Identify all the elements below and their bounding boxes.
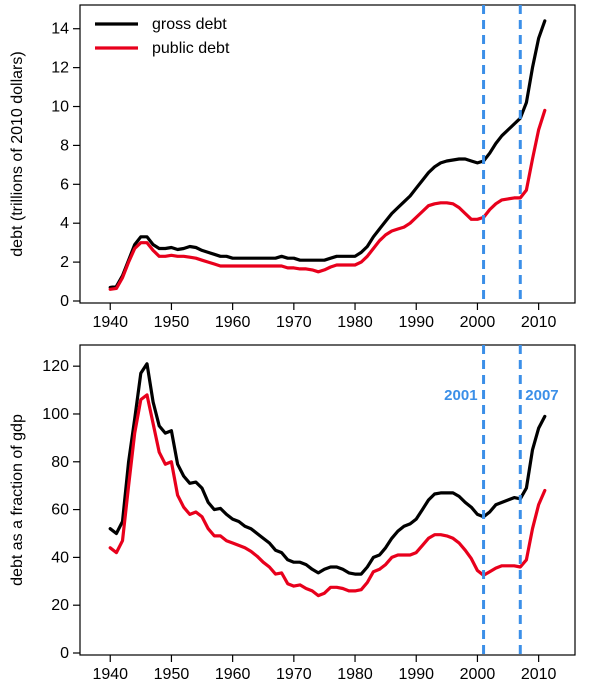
plot-frame xyxy=(79,344,576,656)
y-tick-label: 14 xyxy=(51,21,69,38)
y-tick-label: 8 xyxy=(60,137,69,154)
marker-label-2007: 2007 xyxy=(525,387,558,404)
y-tick-label: 100 xyxy=(42,406,69,423)
y-tick-label: 40 xyxy=(51,549,69,566)
series-line-gross xyxy=(108,362,547,576)
y-axis-title: debt as a fraction of gdp xyxy=(9,414,26,586)
x-tick-label: 2010 xyxy=(521,666,557,683)
marker-label-2001: 2001 xyxy=(444,387,477,404)
x-tick-label: 1950 xyxy=(154,314,190,331)
legend-label-gross: gross debt xyxy=(152,16,227,33)
y-tick-label: 2 xyxy=(60,254,69,271)
y-tick-label: 6 xyxy=(60,176,69,193)
y-tick-label: 0 xyxy=(60,645,69,662)
series-line-public xyxy=(108,108,547,291)
y-tick-label: 60 xyxy=(51,502,69,519)
panel-debt-fraction-gdp: 0 20 40 60 80 100 120 1940 1950 1960 1970 1980 1990 2… xyxy=(9,344,576,683)
x-tick-label: 1970 xyxy=(276,666,312,683)
series-line-public xyxy=(108,393,547,598)
y-tick-label: 4 xyxy=(60,215,69,232)
x-tick-label: 1990 xyxy=(398,666,434,683)
plot-frame xyxy=(79,4,576,304)
x-tick-label: 1980 xyxy=(337,666,373,683)
x-tick-label: 1980 xyxy=(337,314,373,331)
y-tick-label: 0 xyxy=(60,293,69,310)
y-tick-label: 80 xyxy=(51,454,69,471)
legend-label-public: public debt xyxy=(152,40,230,57)
x-tick-label: 2010 xyxy=(521,314,557,331)
x-tick-label: 1960 xyxy=(215,314,251,331)
x-tick-label: 1970 xyxy=(276,314,312,331)
y-tick-label: 120 xyxy=(42,358,69,375)
x-tick-label: 1950 xyxy=(154,666,190,683)
x-tick-label: 1990 xyxy=(398,314,434,331)
y-tick-label: 10 xyxy=(51,99,69,116)
y-axis-title: debt (trillions of 2010 dollars) xyxy=(9,51,26,256)
x-tick-label: 1960 xyxy=(215,666,251,683)
y-tick-label: 12 xyxy=(51,60,69,77)
panel-debt-dollars: 0 2 4 6 8 10 12 14 1940 1950 1960 1970 1980 1990 2000 2… xyxy=(9,4,576,331)
x-tick-label: 2000 xyxy=(460,666,496,683)
x-tick-label: 1940 xyxy=(92,314,128,331)
x-tick-label: 1940 xyxy=(92,666,128,683)
x-tick-label: 2000 xyxy=(460,314,496,331)
y-tick-label: 20 xyxy=(51,597,69,614)
series-line-gross xyxy=(108,19,547,289)
